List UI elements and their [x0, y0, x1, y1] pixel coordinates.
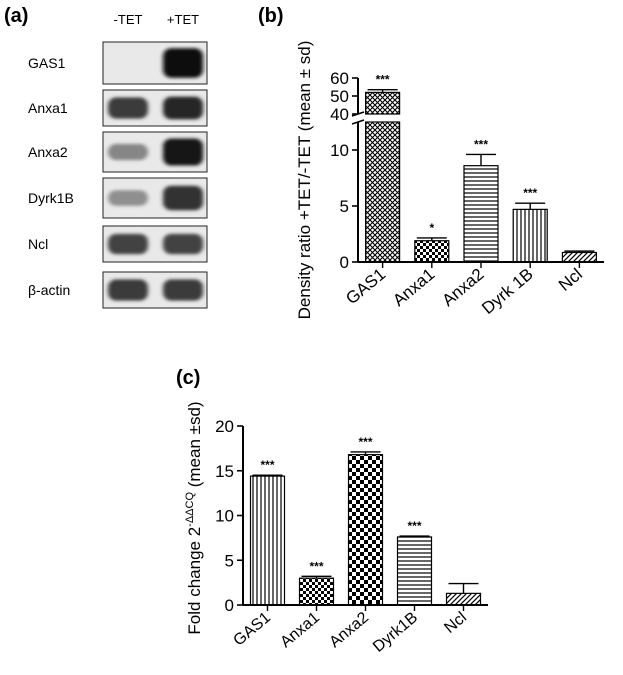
y-tick-label: 0	[225, 596, 234, 615]
x-tick-label: Anxa1	[277, 609, 323, 651]
y-tick-label: 20	[215, 417, 234, 436]
y-tick-label: 60	[330, 69, 349, 88]
blot-band	[163, 96, 203, 120]
panel-label-c: (c)	[176, 367, 200, 389]
blot-row-label: Anxa1	[28, 100, 68, 116]
x-tick-label: Dyrk 1B	[478, 265, 537, 318]
bar	[463, 165, 499, 263]
x-tick-label: Ncl	[555, 265, 586, 295]
bar	[347, 454, 384, 606]
significance-mark: ***	[407, 519, 421, 533]
y-tick-label: 50	[330, 87, 349, 106]
x-tick-label: Anxa1	[389, 265, 438, 311]
blot-band	[163, 185, 203, 211]
significance-mark: ***	[523, 186, 537, 200]
blot-band	[163, 233, 203, 255]
x-tick-label: Ncl	[441, 609, 470, 637]
axis-break-mark	[351, 119, 365, 125]
y-axis-label: Fold change 2-ΔΔCQ (mean ±sd)	[184, 401, 204, 634]
x-tick-label: Dyrk1B	[370, 609, 421, 656]
panel-label-a: (a)	[4, 5, 28, 27]
blot-band	[163, 138, 203, 166]
blot-row-label: Anxa2	[28, 144, 68, 160]
y-tick-label: 5	[225, 551, 234, 570]
bar	[396, 536, 433, 606]
blot-band	[108, 233, 148, 255]
y-tick-label: 15	[215, 462, 234, 481]
y-tick-label: 5	[340, 197, 349, 216]
blot-column-label: +TET	[167, 12, 199, 27]
blot-band	[108, 279, 148, 301]
x-tick-label: GAS1	[342, 265, 389, 309]
panel-label-b: (b)	[258, 5, 284, 27]
significance-mark: *	[429, 221, 434, 235]
blot-band	[108, 97, 148, 119]
x-tick-label: Anxa2	[326, 609, 372, 651]
blot-band	[163, 279, 203, 301]
significance-mark: ***	[474, 137, 488, 151]
y-tick-label: 40	[330, 105, 349, 124]
significance-mark: ***	[260, 458, 274, 472]
blot-column-label: -TET	[114, 12, 143, 27]
blot-band	[163, 48, 203, 78]
y-tick-label: 10	[215, 507, 234, 526]
bar	[512, 208, 548, 263]
chart-c: 0 5 10 15 20 *** GAS1 *** Anxa1 *** Anxa2 *** Dyrk1B…	[184, 401, 488, 656]
x-tick-label: GAS1	[230, 609, 274, 650]
blot-row-label: GAS1	[28, 55, 66, 71]
bar	[365, 121, 401, 263]
bar	[298, 577, 335, 606]
significance-mark: ***	[358, 435, 372, 449]
blot-row-label: Dyrk1B	[28, 190, 74, 206]
western-blot-panel: -TET +TET GAS1 Anxa1 Anxa2 Dyrk1B Ncl β-actin	[28, 12, 208, 309]
significance-mark: ***	[376, 73, 390, 87]
bar	[249, 475, 286, 606]
bar	[365, 91, 401, 115]
y-tick-label: 10	[330, 141, 349, 160]
blot-band	[108, 143, 148, 161]
y-axis-label: Density ratio +TET/-TET (mean ± sd)	[295, 41, 314, 320]
bar	[445, 592, 482, 606]
significance-mark: ***	[309, 559, 323, 573]
blot-band	[108, 190, 148, 206]
bar	[414, 240, 450, 263]
y-tick-label: 0	[340, 253, 349, 272]
bar	[561, 251, 598, 263]
blot-row-label: Ncl	[28, 236, 48, 252]
blot-row-label: β-actin	[28, 282, 70, 298]
